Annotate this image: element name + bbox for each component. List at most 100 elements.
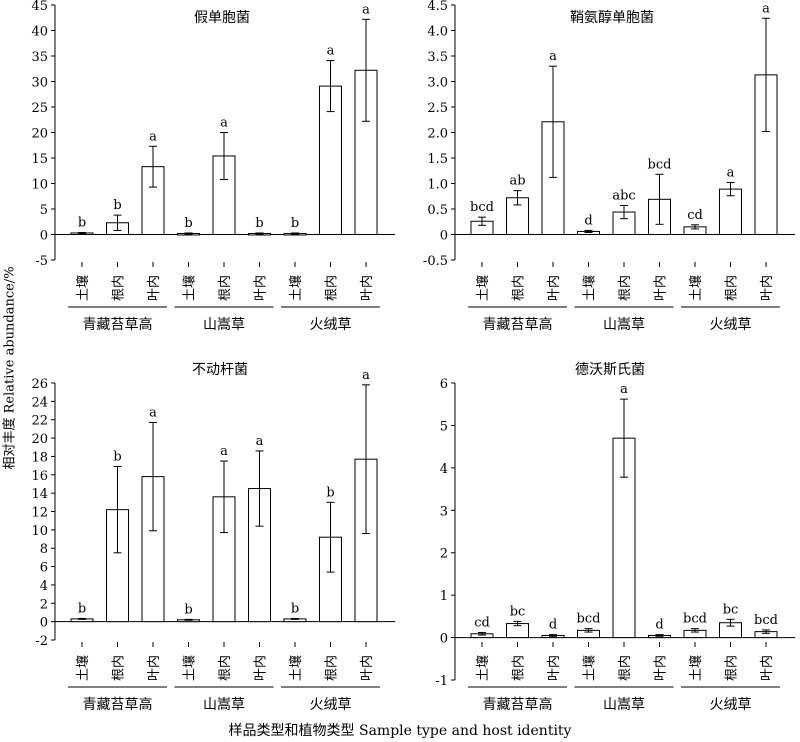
significance-letter: a: [620, 382, 628, 397]
y-tick-label: 4: [440, 462, 448, 477]
y-tick-label: 2: [40, 597, 48, 612]
significance-letter: a: [256, 434, 264, 449]
y-tick-label: 3.0: [427, 76, 448, 91]
y-tick-label: 40: [31, 25, 48, 40]
category-label: 土壤: [582, 275, 598, 301]
category-label: 土壤: [475, 655, 491, 681]
category-label: 土壤: [182, 275, 198, 301]
significance-letter: bcd: [683, 612, 707, 627]
category-label: 叶内: [146, 275, 162, 301]
significance-letter: bcd: [470, 200, 494, 215]
category-label: 叶内: [253, 655, 269, 681]
significance-letter: a: [327, 44, 335, 59]
significance-letter: bc: [510, 604, 526, 619]
y-tick-label: -1: [435, 674, 448, 689]
category-label: 土壤: [688, 275, 704, 301]
y-tick-label: 3.5: [427, 50, 448, 65]
category-label: 叶内: [546, 275, 562, 301]
category-label: 叶内: [653, 275, 669, 301]
y-tick-label: 35: [31, 50, 48, 65]
significance-letter: a: [220, 444, 228, 459]
y-tick-label: 10: [31, 178, 48, 193]
y-tick-label: 30: [31, 76, 48, 91]
y-tick-label: 16: [31, 469, 48, 484]
significance-letter: a: [549, 49, 557, 64]
y-tick-label: 12: [31, 506, 48, 521]
category-label: 根内: [217, 275, 233, 301]
y-tick-label: 2.5: [427, 101, 448, 116]
significance-letter: a: [149, 405, 157, 420]
y-tick-label: 15: [31, 152, 48, 167]
y-tick-label: 2.0: [427, 127, 448, 142]
y-tick-label: 1.0: [427, 178, 448, 193]
category-label: 根内: [617, 655, 633, 681]
significance-letter: d: [584, 213, 592, 228]
significance-letter: b: [291, 216, 299, 231]
y-tick-label: 22: [31, 414, 48, 429]
chart-title: 鞘氨醇单胞菌: [570, 9, 654, 26]
category-label: 叶内: [253, 275, 269, 301]
y-tick-label: 4: [40, 579, 48, 594]
y-tick-label: 20: [31, 127, 48, 142]
x-axis-title: 样品类型和植物类型 Sample type and host identity: [228, 723, 572, 739]
significance-letter: b: [113, 450, 121, 465]
y-tick-label: 0: [40, 616, 48, 631]
significance-letter: a: [149, 129, 157, 144]
y-tick-label: 1.5: [427, 152, 448, 167]
significance-letter: cd: [687, 208, 703, 223]
group-label: 青藏苔草高: [483, 696, 553, 713]
y-tick-label: 26: [31, 377, 48, 392]
y-tick-label: 6: [440, 377, 448, 392]
category-label: 叶内: [546, 655, 562, 681]
category-label: 叶内: [653, 655, 669, 681]
panel-acinetobacter: 不动杆菌-202468101214161820222426土壤 根内 叶内 土壤 根内叶…: [31, 362, 395, 713]
chart-title: 德沃斯氏菌: [575, 362, 645, 378]
group-label: 火绒草: [710, 697, 752, 713]
category-label: 土壤: [288, 655, 304, 681]
significance-letter: bcd: [577, 612, 601, 627]
significance-letter: b: [78, 601, 86, 616]
y-tick-label: 0: [40, 229, 48, 244]
category-label: 根内: [324, 655, 340, 681]
significance-letter: b: [113, 198, 121, 213]
category-label: 土壤: [182, 655, 198, 681]
category-label: 叶内: [359, 275, 375, 301]
significance-letter: a: [220, 116, 228, 131]
y-tick-label: 4.5: [427, 0, 448, 14]
significance-letter: ab: [509, 174, 525, 189]
panel-sphingomonas: 鞘氨醇单胞菌 -0.5 0 0.5 1.0 1.5 2.0 2.5 3.0 3.5 4.0 4.5 土壤…: [423, 0, 795, 333]
category-label: 土壤: [475, 275, 491, 301]
chart-title: 假单胞菌: [194, 10, 250, 26]
significance-letter: a: [762, 1, 770, 16]
category-label: 根内: [724, 655, 740, 681]
significance-letter: b: [291, 601, 299, 616]
category-label: 叶内: [359, 655, 375, 681]
group-label: 火绒草: [710, 317, 752, 333]
chart-title: 不动杆菌: [192, 362, 248, 378]
significance-letter: d: [549, 618, 557, 633]
y-tick-label: 20: [31, 432, 48, 447]
category-label: 土壤: [75, 275, 91, 301]
significance-letter: abc: [612, 188, 635, 203]
category-label: 叶内: [759, 275, 775, 301]
y-tick-label: 18: [31, 450, 48, 465]
category-label: 根内: [511, 655, 527, 681]
category-label: 根内: [617, 275, 633, 301]
y-tick-label: 5: [440, 419, 448, 434]
y-tick-label: -2: [35, 634, 48, 649]
category-label: 根内: [724, 275, 740, 301]
significance-letter: a: [727, 165, 735, 180]
category-label: 叶内: [759, 655, 775, 681]
category-label: 根内: [217, 655, 233, 681]
y-tick-label: 6: [40, 561, 48, 576]
y-axis-title: 相对丰度 Relative abundance/%: [2, 266, 18, 470]
y-tick-label: -5: [35, 254, 48, 269]
significance-letter: bcd: [754, 613, 778, 628]
category-label: 根内: [324, 275, 340, 301]
y-tick-label: 4.0: [427, 25, 448, 40]
y-tick-label: 3: [440, 504, 448, 519]
group-label: 山嵩草: [203, 697, 245, 713]
